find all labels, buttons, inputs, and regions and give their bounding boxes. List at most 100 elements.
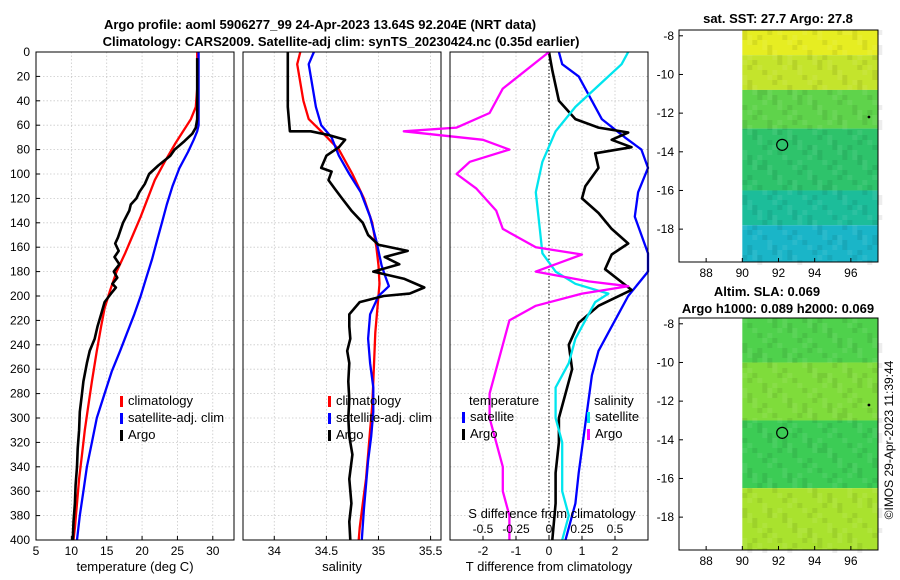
map-cell bbox=[747, 175, 753, 180]
map-cell bbox=[797, 413, 803, 418]
map-cell bbox=[762, 473, 768, 478]
map-cell bbox=[852, 180, 858, 185]
map-cell bbox=[807, 438, 813, 443]
map-cell bbox=[877, 408, 883, 413]
map-cell bbox=[742, 438, 748, 443]
map-cell bbox=[762, 413, 768, 418]
depth-tick-label: 260 bbox=[10, 362, 30, 376]
map-title: Argo h1000: 0.089 h2000: 0.069 bbox=[682, 301, 874, 316]
map-cell bbox=[827, 448, 833, 453]
map-cell bbox=[877, 150, 883, 155]
depth-tick-label: 60 bbox=[17, 118, 31, 132]
map-cell bbox=[787, 473, 793, 478]
map-cell bbox=[797, 185, 803, 190]
map-cell bbox=[792, 210, 798, 215]
map-cell bbox=[762, 338, 768, 343]
map-cell bbox=[822, 448, 828, 453]
map-cell bbox=[847, 30, 853, 35]
map-cell bbox=[842, 368, 848, 373]
map-cell bbox=[847, 100, 853, 105]
map-cell bbox=[742, 318, 748, 323]
map-cell bbox=[802, 210, 808, 215]
map-cell bbox=[857, 453, 863, 458]
map-cell bbox=[812, 518, 818, 523]
map-cell bbox=[877, 45, 883, 50]
map-cell bbox=[822, 130, 828, 135]
map-cell bbox=[757, 210, 763, 215]
map-cell bbox=[847, 323, 853, 328]
map-cell bbox=[782, 518, 788, 523]
map-cell bbox=[827, 135, 833, 140]
map-cell bbox=[867, 245, 873, 250]
map-cell bbox=[792, 378, 798, 383]
map-cell bbox=[777, 150, 783, 155]
map-cell bbox=[847, 473, 853, 478]
map-cell bbox=[787, 255, 793, 260]
map-cell bbox=[832, 458, 838, 463]
map-cell bbox=[772, 95, 778, 100]
map-cell bbox=[822, 373, 828, 378]
map-cell bbox=[757, 498, 763, 503]
map-cell bbox=[752, 60, 758, 65]
map-cell bbox=[772, 125, 778, 130]
map-cell bbox=[777, 195, 783, 200]
map-cell bbox=[862, 120, 868, 125]
map-cell bbox=[862, 45, 868, 50]
map-cell bbox=[867, 483, 873, 488]
map-cell bbox=[827, 408, 833, 413]
map-cell bbox=[782, 80, 788, 85]
map-cell bbox=[852, 30, 858, 35]
map-title: sat. SST: 27.7 Argo: 27.8 bbox=[703, 11, 853, 26]
map-cell bbox=[817, 30, 823, 35]
map-cell bbox=[812, 75, 818, 80]
map-cell bbox=[797, 235, 803, 240]
map-cell bbox=[777, 250, 783, 255]
s-tick-label: 0.5 bbox=[607, 522, 624, 536]
map-cell bbox=[852, 255, 858, 260]
map-cell bbox=[797, 428, 803, 433]
map-cell bbox=[792, 403, 798, 408]
map-cell bbox=[742, 423, 748, 428]
map-lat-label: -14 bbox=[657, 433, 675, 447]
map-cell bbox=[857, 80, 863, 85]
legend-swatch bbox=[462, 412, 465, 423]
map-cell bbox=[797, 220, 803, 225]
map-cell bbox=[812, 220, 818, 225]
map-cell bbox=[827, 180, 833, 185]
map-cell bbox=[742, 343, 748, 348]
map-cell bbox=[782, 393, 788, 398]
map-cell bbox=[807, 50, 813, 55]
series-line-satellite-adj-clim bbox=[307, 51, 391, 541]
map-cell bbox=[842, 438, 848, 443]
map-cell bbox=[857, 35, 863, 40]
map-cell bbox=[857, 423, 863, 428]
map-cell bbox=[792, 333, 798, 338]
map-cell bbox=[797, 115, 803, 120]
map-cell bbox=[787, 478, 793, 483]
map-cell bbox=[857, 468, 863, 473]
map-cell bbox=[812, 463, 818, 468]
map-cell bbox=[772, 533, 778, 538]
map-cell bbox=[817, 185, 823, 190]
map-cell bbox=[772, 175, 778, 180]
map-cell bbox=[857, 230, 863, 235]
map-cell bbox=[782, 65, 788, 70]
map-cell bbox=[812, 250, 818, 255]
map-cell bbox=[862, 70, 868, 75]
map-cell bbox=[802, 150, 808, 155]
map-cell bbox=[807, 170, 813, 175]
map-cell bbox=[847, 388, 853, 393]
map-cell bbox=[767, 215, 773, 220]
map-cell bbox=[782, 125, 788, 130]
map-cell bbox=[812, 100, 818, 105]
map-cell bbox=[777, 30, 783, 35]
x-tick-label: 35 bbox=[372, 544, 386, 558]
map-cell bbox=[857, 140, 863, 145]
map-lon-label: 96 bbox=[844, 554, 858, 568]
map-cell bbox=[857, 543, 863, 548]
map-cell bbox=[742, 225, 748, 230]
map-cell bbox=[867, 498, 873, 503]
map-cell bbox=[762, 235, 768, 240]
map-cell bbox=[817, 438, 823, 443]
map-cell bbox=[777, 180, 783, 185]
